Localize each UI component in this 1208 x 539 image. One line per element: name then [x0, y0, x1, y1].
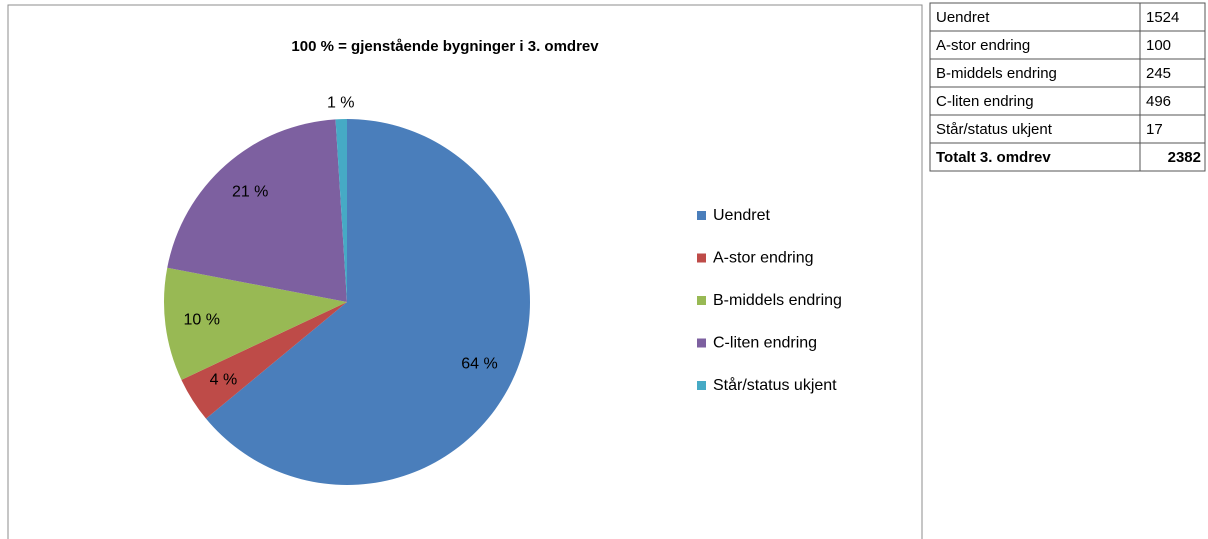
legend-label: Uendret: [713, 207, 770, 224]
legend-swatch: [697, 296, 706, 305]
data-label: 64 %: [461, 356, 497, 373]
data-label: 4 %: [210, 372, 238, 389]
table-value: 2382: [1168, 149, 1201, 166]
table-label: A-stor endring: [936, 37, 1030, 54]
pie-slice: [181, 302, 347, 419]
table-label: C-liten endring: [936, 93, 1034, 110]
data-label: 10 %: [184, 312, 220, 329]
table-value: 245: [1146, 65, 1171, 82]
legend-swatch: [697, 338, 706, 348]
table-label: Totalt 3. omdrev: [936, 149, 1051, 166]
data-label: 1 %: [327, 94, 355, 111]
pie-slice: [335, 119, 347, 302]
legend-label: C-liten endring: [713, 335, 817, 352]
table-label: Uendret: [936, 9, 990, 26]
table-cell: [1139, 142, 1206, 172]
pie-slice: [167, 119, 347, 302]
table-value: 17: [1146, 121, 1163, 138]
table-label: Står/status ukjent: [936, 121, 1053, 138]
legend-label: B-middels endring: [713, 292, 842, 309]
pie-slice: [164, 267, 347, 380]
table-label: B-middels endring: [936, 65, 1057, 82]
table-value: 1524: [1146, 9, 1179, 26]
table-value: 496: [1146, 93, 1171, 110]
data-label: 21 %: [232, 183, 268, 200]
legend-label: A-stor endring: [713, 250, 814, 267]
legend-label: Står/status ukjent: [713, 376, 837, 394]
table-value: 100: [1146, 37, 1171, 54]
legend-swatch: [697, 211, 706, 220]
pie-slice: [205, 119, 531, 486]
chart-title: 100 % = gjenstående bygninger i 3. omdre…: [291, 38, 599, 55]
legend-swatch: [697, 253, 706, 263]
chart-border: [7, 4, 923, 539]
legend-swatch: [697, 381, 706, 390]
